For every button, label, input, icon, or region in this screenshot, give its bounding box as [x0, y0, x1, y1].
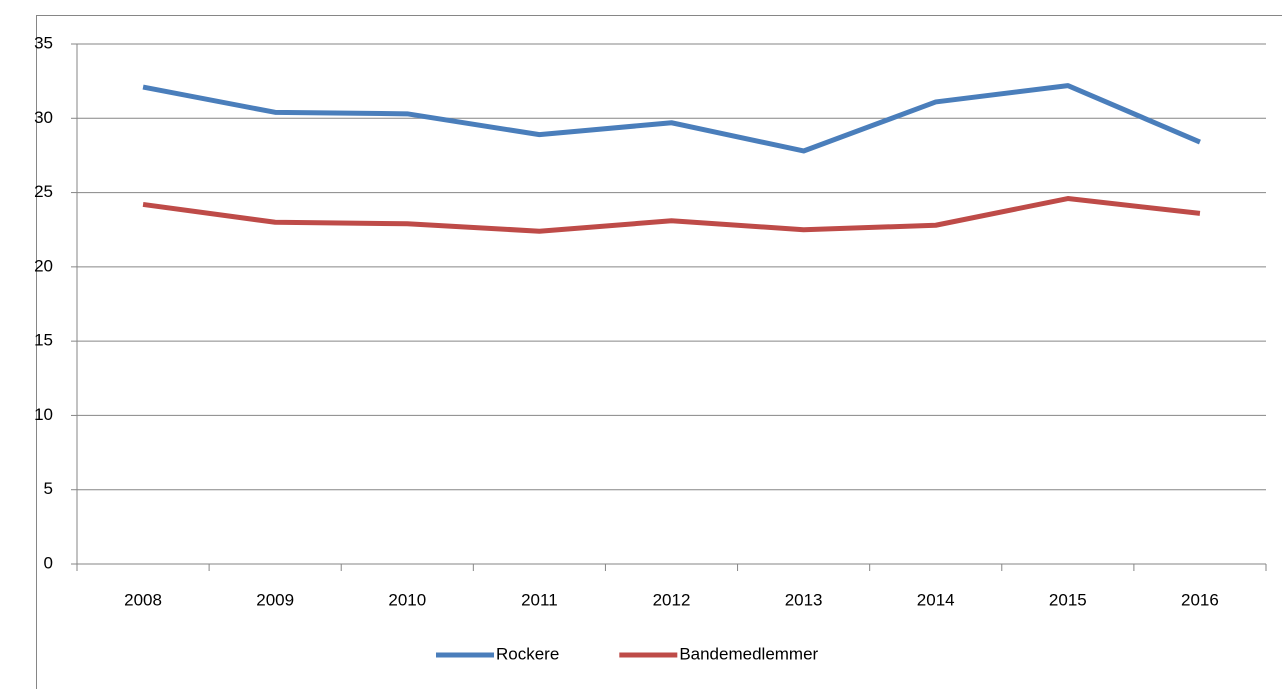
y-tick-label: 25: [34, 182, 53, 201]
y-tick-label: 20: [34, 256, 53, 275]
y-tick-label: 0: [44, 553, 53, 572]
x-tick-label: 2009: [256, 590, 294, 609]
x-tick-label: 2011: [521, 590, 558, 609]
y-tick-label: 30: [34, 108, 53, 127]
line-series: [142, 196, 1201, 234]
x-tick-label: 2010: [388, 590, 426, 609]
x-tick-label: 2012: [653, 590, 691, 609]
line-series: [142, 83, 1201, 154]
x-tick-label: 2015: [1049, 590, 1087, 609]
y-tick-label: 10: [34, 405, 53, 424]
x-tick-label: 2016: [1181, 590, 1219, 609]
legend-label: Bandemedlemmer: [679, 644, 818, 663]
y-tick-label: 5: [44, 479, 53, 498]
y-tick-label: 35: [34, 33, 53, 52]
legend-label: Rockere: [496, 644, 559, 663]
x-tick-label: 2014: [917, 590, 955, 609]
x-tick-label: 2008: [124, 590, 162, 609]
y-tick-label: 15: [34, 331, 53, 350]
chart-frame: [36, 15, 1282, 689]
x-tick-label: 2013: [785, 590, 823, 609]
